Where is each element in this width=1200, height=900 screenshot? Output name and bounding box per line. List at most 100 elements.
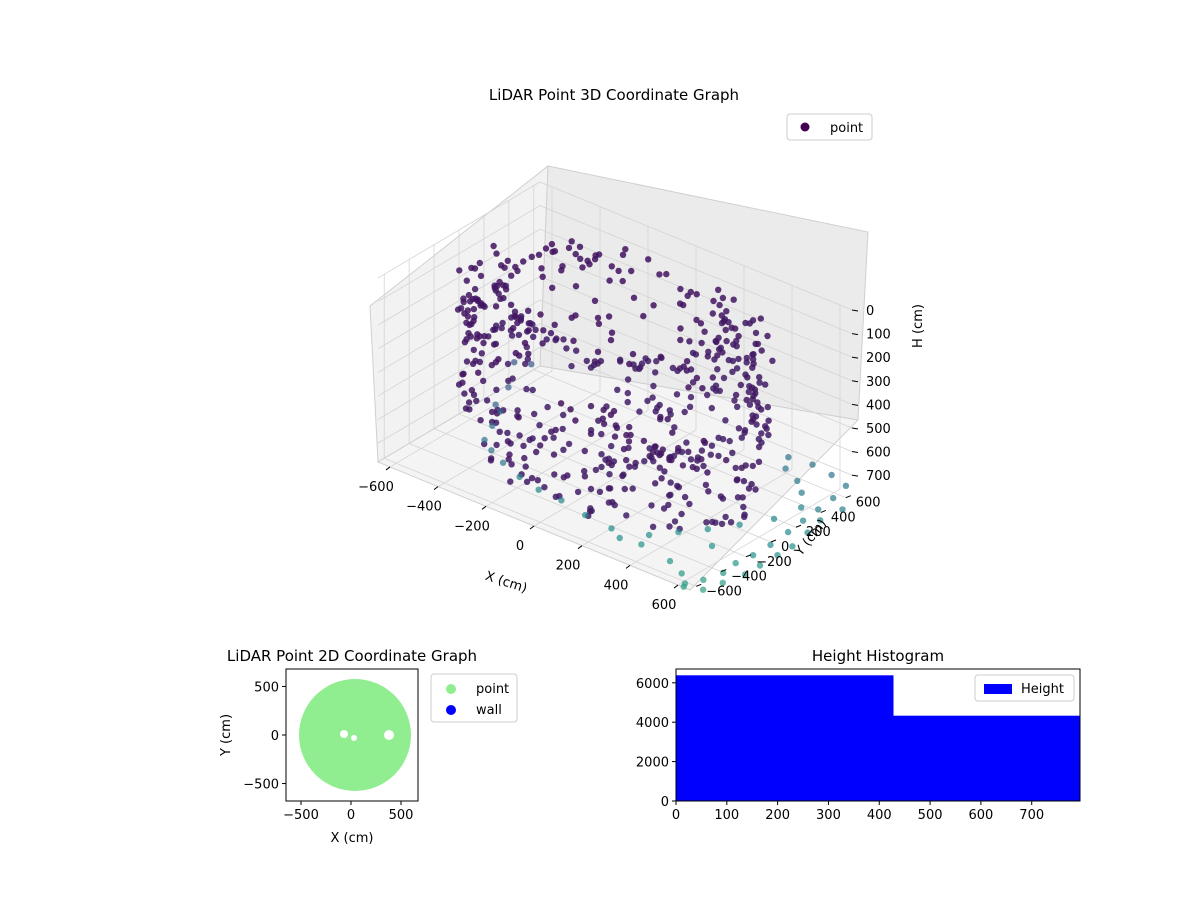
- chart-3d-legend-marker: [800, 122, 810, 132]
- chart-3d-point: [565, 244, 573, 252]
- chart-2d-x-tick-label: −500: [283, 808, 319, 823]
- chart-hist-legend-box: [974, 674, 1075, 702]
- chart-3d-point: [498, 324, 505, 332]
- chart-3d-outlier: [700, 576, 707, 583]
- chart-3d-point: [719, 349, 726, 356]
- chart-3d-point: [504, 360, 512, 368]
- chart-3d-point: [650, 382, 657, 390]
- chart-3d-point: [581, 447, 588, 455]
- chart-3d-point: [713, 338, 720, 346]
- chart-3d-point: [712, 387, 720, 394]
- chart-3d-point: [463, 277, 470, 284]
- chart-3d-point: [626, 423, 633, 431]
- chart-3d-point: [685, 384, 692, 391]
- chart-3d-point: [744, 374, 751, 381]
- chart-3d-point: [492, 326, 499, 333]
- chart-3d-point: [572, 283, 580, 290]
- chart-3d-point: [666, 523, 673, 530]
- chart-3d-gridline-x: [581, 265, 745, 547]
- chart-hist-title: Height Histogram: [812, 647, 944, 665]
- chart-3d-outlier: [736, 521, 743, 528]
- chart-2d-ticks: −500 0 500 −500 0 500: [243, 680, 413, 823]
- chart-3d-point: [702, 481, 710, 489]
- chart-3d: LiDAR Point 3D Coordinate Graph −600−400…: [358, 86, 926, 613]
- chart-3d-point: [510, 324, 517, 332]
- chart-3d-point: [673, 391, 681, 398]
- chart-3d-point: [504, 429, 511, 437]
- chart-3d-point: [461, 390, 468, 397]
- chart-3d-outlier: [784, 528, 792, 536]
- chart-3d-point: [537, 442, 544, 449]
- chart-3d-point: [764, 332, 771, 340]
- chart-2d-y-tick-label: 0: [271, 729, 279, 744]
- chart-3d-y-tick-label: −600: [706, 584, 742, 599]
- chart-3d-point: [629, 350, 637, 358]
- chart-3d-point: [624, 398, 631, 406]
- chart-3d-point: [572, 312, 579, 319]
- chart-3d-point: [594, 348, 602, 355]
- chart-3d-point: [586, 261, 593, 268]
- chart-3d-point: [599, 415, 606, 422]
- chart-3d-point: [623, 512, 630, 519]
- chart-3d-point: [598, 451, 605, 458]
- chart-3d-point: [483, 397, 491, 404]
- chart-3d-point: [678, 510, 685, 518]
- chart-3d-point: [512, 263, 519, 271]
- chart-3d-y-tick: [845, 495, 851, 499]
- chart-3d-point: [568, 362, 575, 370]
- chart-2d-legend-label-point: point: [476, 682, 509, 697]
- chart-3d-point: [704, 353, 711, 360]
- chart-3d-point: [681, 493, 689, 501]
- chart-3d-point: [468, 320, 475, 328]
- chart-2d-point-cloud: [299, 679, 411, 791]
- chart-3d-gridline-y: [533, 185, 846, 499]
- chart-3d-point: [600, 406, 607, 414]
- chart-3d-point: [627, 431, 634, 439]
- chart-2d-x-axis-label: X (cm): [331, 831, 374, 846]
- chart-3d-point: [465, 399, 473, 406]
- chart-3d-outlier: [708, 542, 716, 550]
- chart-3d-point: [632, 365, 639, 372]
- chart-3d-point: [719, 294, 727, 302]
- chart-3d-outlier: [675, 528, 682, 536]
- chart-3d-point: [675, 444, 682, 452]
- chart-3d-point: [583, 357, 590, 365]
- chart-3d-point: [598, 430, 605, 438]
- chart-3d-point: [741, 429, 748, 436]
- chart-3d-point: [488, 408, 496, 416]
- chart-3d-z-tick-label: 500: [866, 422, 891, 437]
- chart-3d-point: [641, 458, 648, 465]
- chart-3d-point: [521, 454, 528, 462]
- chart-3d-point: [581, 473, 589, 480]
- chart-3d-point: [461, 310, 468, 317]
- chart-3d-point: [659, 446, 666, 453]
- chart-3d-point: [515, 414, 522, 421]
- chart-3d-point: [755, 458, 763, 465]
- chart-2d-legend-marker-wall: [446, 705, 456, 715]
- chart-3d-point: [530, 333, 537, 340]
- chart-3d-point: [686, 403, 694, 410]
- chart-hist-x-tick-label: 400: [867, 808, 892, 823]
- chart-3d-point: [727, 519, 735, 526]
- chart-3d-z-tick: [851, 451, 859, 454]
- chart-3d-outlier: [488, 447, 495, 454]
- chart-3d-outlier: [741, 571, 749, 578]
- chart-3d-point: [456, 267, 463, 274]
- chart-3d-z-tick: [851, 380, 859, 383]
- chart-3d-point: [649, 448, 657, 456]
- chart-3d-point: [542, 245, 550, 252]
- chart-2d-x-tick-label: 0: [347, 808, 355, 823]
- chart-3d-point: [606, 277, 613, 284]
- chart-3d-point: [756, 374, 763, 381]
- chart-3d-point: [505, 456, 512, 463]
- chart-3d-point: [710, 297, 717, 305]
- chart-2d-legend-marker-point: [446, 684, 456, 694]
- chart-3d-point: [611, 433, 619, 440]
- chart-3d-point: [522, 463, 529, 470]
- chart-3d-point: [570, 337, 577, 344]
- chart-3d-point: [605, 313, 613, 320]
- chart-3d-point: [693, 291, 700, 298]
- chart-2d-x-tick-label: 500: [389, 808, 414, 823]
- chart-3d-point: [564, 472, 571, 479]
- chart-3d-legend-label: point: [830, 121, 863, 136]
